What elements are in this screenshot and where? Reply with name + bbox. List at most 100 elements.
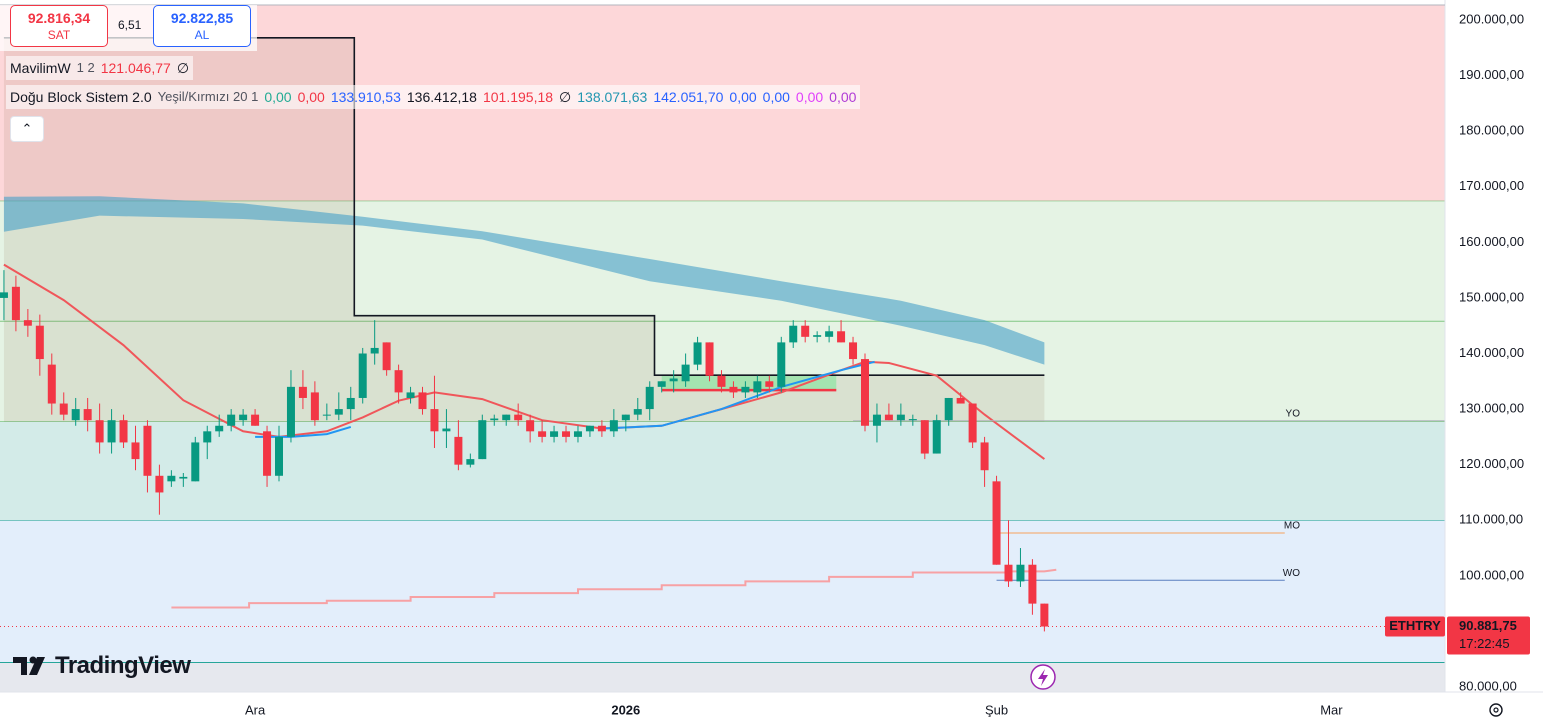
candle-body	[729, 386, 738, 393]
candle-body	[143, 425, 152, 476]
candle-body	[872, 414, 881, 426]
level-label: YO	[1286, 408, 1301, 419]
indicator-value: 136.412,18	[406, 89, 477, 105]
candle-body	[251, 414, 260, 426]
indicator-value: 121.046,77	[100, 60, 171, 76]
block-fill	[3, 37, 1045, 422]
signal-box	[661, 375, 837, 391]
candle-body	[944, 397, 953, 421]
price-tag	[1447, 616, 1530, 655]
candle-body	[203, 431, 212, 443]
settings-icon[interactable]	[1489, 703, 1503, 717]
candle-body	[645, 386, 654, 410]
candle-body	[550, 431, 559, 437]
candle-body	[275, 436, 284, 476]
candle-body	[107, 420, 116, 443]
candle-body	[370, 347, 379, 354]
candle-body	[705, 342, 714, 376]
indicator-params: Yeşil/Kırmızı 20 1	[157, 89, 259, 104]
candle-body	[286, 386, 295, 437]
zone	[0, 520, 1445, 663]
candle-body	[825, 331, 834, 337]
legend-row: MavilimW 1 2 121.046,77 ∅	[6, 56, 194, 80]
candle-body	[932, 420, 941, 454]
indicator-line	[3, 263, 1045, 460]
candle-body	[777, 342, 786, 387]
candle-body	[418, 392, 427, 410]
indicator-value: 0,00	[264, 89, 292, 105]
candle-body	[442, 428, 451, 432]
y-tick-label: 180.000,00	[1459, 123, 1524, 138]
candle-body	[562, 431, 571, 437]
symbol-label: ETHTRY	[1389, 618, 1441, 633]
candle-body	[860, 359, 869, 426]
y-tick-label: 190.000,00	[1459, 67, 1524, 82]
candle-body	[490, 418, 499, 421]
zone	[0, 421, 1445, 521]
candle-body	[263, 431, 272, 476]
candle-body	[155, 475, 164, 493]
y-tick-label: 110.000,00	[1459, 512, 1523, 527]
candle-body	[920, 420, 929, 454]
candle-body	[968, 403, 977, 443]
indicator-value: 133.910,53	[330, 89, 401, 105]
candle-body	[454, 436, 463, 465]
x-tick-label: Ara	[245, 702, 266, 717]
y-tick-label: 160.000,00	[1459, 234, 1524, 249]
candle-body	[191, 442, 200, 482]
indicator-name: MavilimW	[10, 60, 71, 76]
candle-body	[11, 286, 20, 321]
y-tick-label: 100.000,00	[1459, 567, 1524, 582]
indicator-line	[171, 568, 1057, 609]
candle-body	[765, 381, 774, 387]
x-tick-label: Mar	[1320, 702, 1343, 717]
candle-body	[334, 409, 343, 415]
plot-area: YO MO WO	[0, 5, 1445, 664]
buy-button[interactable]: 92.822,85 AL	[153, 5, 251, 47]
candle-body	[227, 414, 236, 426]
candle-body	[47, 364, 56, 404]
indicator-name: Doğu Block Sistem 2.0	[10, 89, 152, 105]
candle-body	[394, 370, 403, 393]
candle-body	[837, 331, 846, 343]
indicator-value: 0,00	[729, 89, 757, 105]
candle-body	[789, 325, 798, 343]
indicator-value: ∅	[176, 60, 190, 76]
logo: TradingView	[13, 652, 191, 680]
indicator-value: 101.195,18	[482, 89, 554, 105]
collapse-button[interactable]: ⌃	[10, 116, 44, 142]
logo-text: TradingView	[55, 652, 191, 679]
candle-body	[657, 381, 666, 387]
level-label: MO	[1284, 521, 1300, 532]
alert-icon[interactable]	[1030, 664, 1056, 690]
candle-body	[633, 409, 642, 415]
y-tick-label: 170.000,00	[1459, 178, 1524, 193]
candle-body	[514, 414, 523, 421]
sell-button[interactable]: 92.816,34 SAT	[10, 5, 108, 47]
indicator-value: 0,00	[795, 89, 824, 105]
x-tick-label: 2026	[611, 702, 640, 717]
candle-body	[753, 381, 762, 393]
candle-body	[59, 403, 68, 415]
x-tick-label: Şub	[985, 702, 1008, 717]
candle-body	[526, 420, 535, 432]
indicator-value: 138.071,63	[577, 89, 648, 105]
price-label: 90.881,75	[1459, 618, 1517, 633]
candle-body	[298, 386, 307, 398]
indicator-line	[255, 360, 875, 438]
candle-body	[0, 292, 8, 298]
candle-body	[478, 420, 487, 460]
y-tick-label: 130.000,00	[1459, 401, 1524, 416]
candle-body	[908, 419, 917, 421]
candle-body	[621, 414, 630, 421]
logo-icon	[13, 656, 45, 675]
candle-body	[609, 420, 618, 432]
candle-body	[71, 409, 80, 421]
candle-body	[956, 397, 965, 404]
candle-body	[980, 442, 989, 471]
candle-body	[83, 409, 92, 421]
indicator-value: 0,00	[762, 89, 790, 105]
sell-label: SAT	[47, 28, 71, 42]
